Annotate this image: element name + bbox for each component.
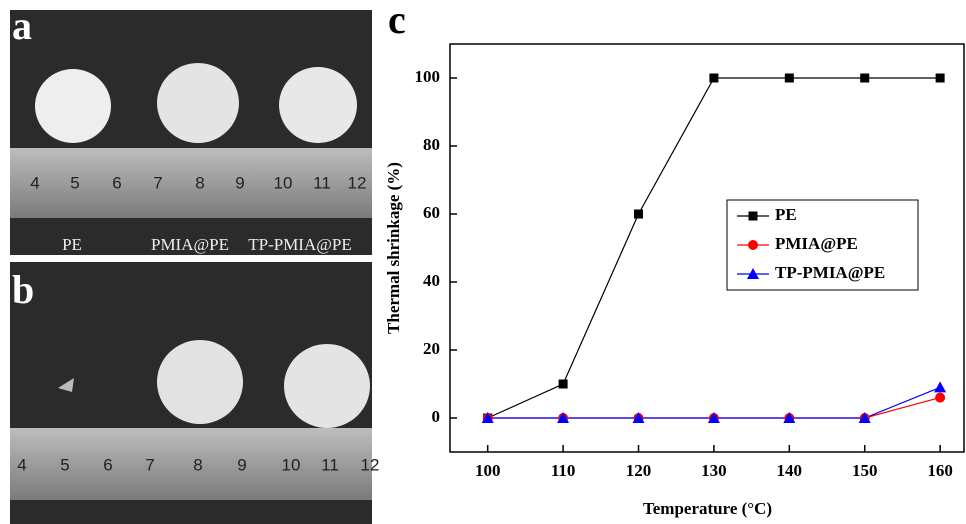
legend-label: PE [775, 205, 797, 224]
sample-caption: PE [62, 235, 82, 254]
marker [935, 73, 945, 83]
marker [709, 73, 719, 83]
marker [632, 412, 645, 423]
sample-caption: PMIA@PE [151, 235, 229, 254]
marker [481, 412, 494, 423]
panel-label: a [12, 3, 32, 48]
y-tick-label: 60 [423, 203, 440, 222]
x-tick-label: 160 [927, 461, 953, 480]
x-tick-label: 140 [777, 461, 803, 480]
x-tick-label: 130 [701, 461, 727, 480]
disc [284, 344, 370, 428]
x-tick-label: 150 [852, 461, 878, 480]
marker [784, 73, 794, 83]
legend-label: TP-PMIA@PE [775, 263, 885, 282]
plot-frame [449, 43, 965, 453]
ruler-number: 11 [313, 173, 331, 192]
ruler-number: 9 [235, 173, 244, 192]
ruler-number: 8 [193, 455, 202, 474]
marker [935, 392, 946, 403]
sample-caption: TP-PMIA@PE [248, 235, 352, 254]
ruler-number: 5 [60, 455, 69, 474]
ruler-number: 6 [112, 173, 121, 192]
y-tick-label: 20 [423, 339, 440, 358]
panel-label: b [12, 267, 34, 312]
ruler-number: 11 [321, 455, 339, 474]
marker [783, 412, 796, 423]
ruler-number: 6 [103, 455, 112, 474]
ruler-number: 10 [274, 173, 293, 192]
ruler-b [10, 428, 372, 500]
marker [747, 268, 759, 279]
y-tick-label: 0 [432, 407, 441, 426]
x-tick-label: 100 [475, 461, 501, 480]
panel-label: c [388, 0, 406, 42]
ruler-number: 7 [145, 455, 154, 474]
marker [557, 412, 570, 423]
y-axis-title: Thermal shrinkage (%) [384, 162, 403, 334]
marker [748, 240, 758, 250]
marker [558, 379, 568, 389]
marker [748, 211, 758, 221]
x-tick-label: 110 [551, 461, 576, 480]
ruler-number: 8 [195, 173, 204, 192]
ruler-number: 10 [282, 455, 301, 474]
ruler-number: 12 [348, 173, 367, 192]
ruler-number: 12 [361, 455, 380, 474]
disc [157, 63, 239, 143]
y-tick-label: 40 [423, 271, 440, 290]
ruler-number: 4 [30, 173, 39, 192]
legend-label: PMIA@PE [775, 234, 858, 253]
marker [707, 412, 720, 423]
ruler-a [10, 148, 372, 218]
disc [35, 69, 111, 143]
marker [860, 73, 870, 83]
ruler-number: 7 [153, 173, 162, 192]
x-axis-title: Temperature (°C) [643, 499, 772, 518]
shrunk-sample [58, 378, 74, 392]
ruler-number: 4 [17, 455, 26, 474]
x-tick-label: 120 [626, 461, 652, 480]
y-tick-label: 100 [415, 67, 441, 86]
ruler-number: 5 [70, 173, 79, 192]
marker [858, 412, 871, 423]
ruler-number: 9 [237, 455, 246, 474]
disc [157, 340, 243, 424]
disc [279, 67, 357, 143]
marker [934, 381, 947, 393]
y-tick-label: 80 [423, 135, 440, 154]
marker [634, 209, 644, 219]
